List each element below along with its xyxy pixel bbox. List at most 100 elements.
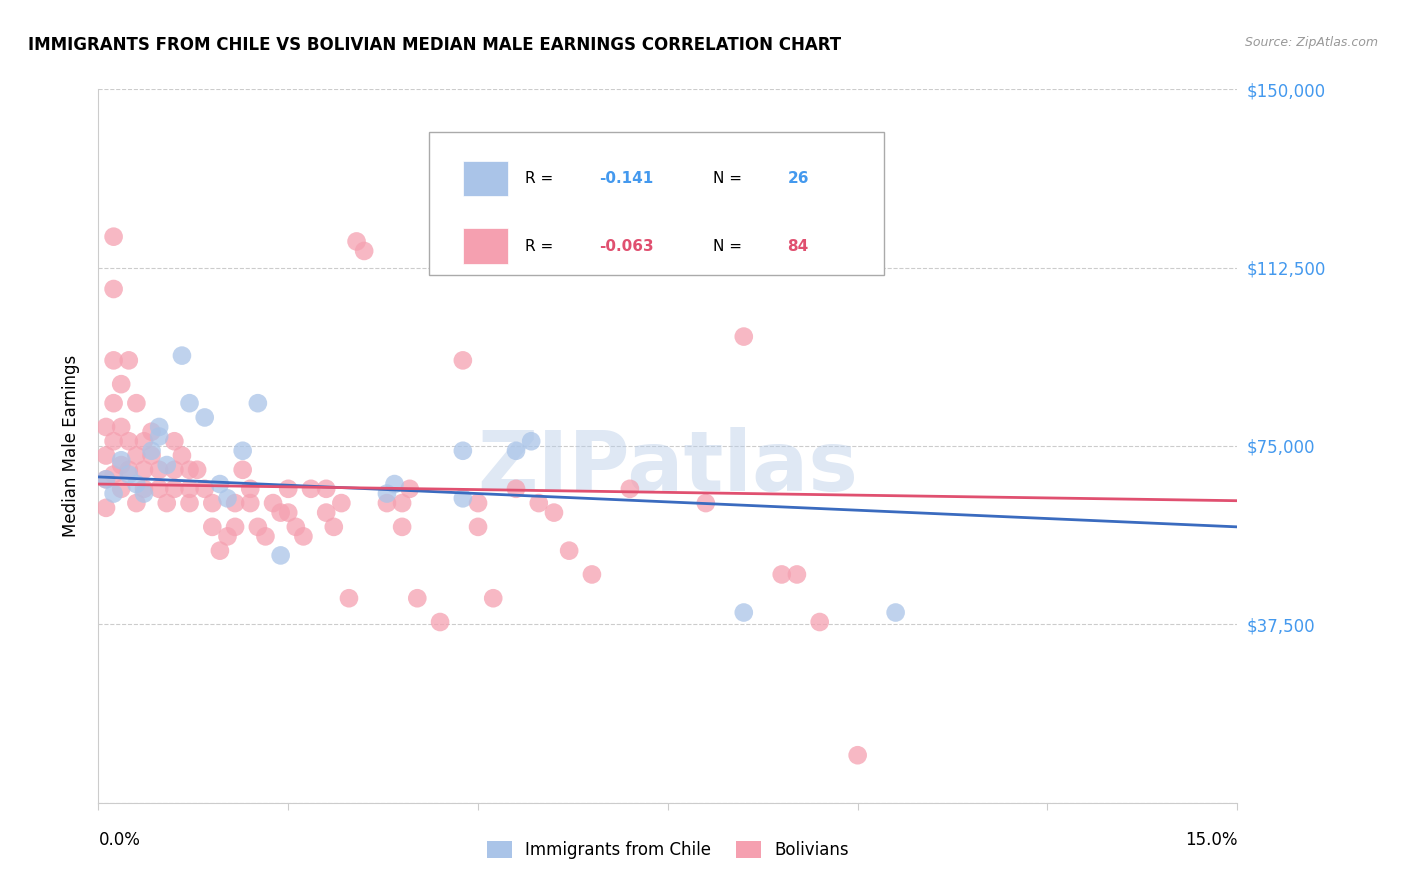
Point <box>270 506 292 520</box>
Point <box>179 482 201 496</box>
Point <box>246 396 269 410</box>
Point <box>103 486 125 500</box>
Point <box>467 520 489 534</box>
Point <box>163 463 186 477</box>
Legend: Immigrants from Chile, Bolivians: Immigrants from Chile, Bolivians <box>479 834 856 866</box>
Text: -0.063: -0.063 <box>599 239 654 253</box>
Point <box>429 615 451 629</box>
Point <box>808 615 831 629</box>
Point <box>770 567 793 582</box>
Point <box>110 453 132 467</box>
Point <box>186 463 208 477</box>
Point <box>201 496 224 510</box>
Point <box>232 463 254 477</box>
Point <box>118 467 141 482</box>
Point <box>246 520 269 534</box>
Point <box>846 748 869 763</box>
Point <box>292 529 315 543</box>
Point <box>262 496 284 510</box>
Point <box>148 482 170 496</box>
Point <box>148 420 170 434</box>
Text: IMMIGRANTS FROM CHILE VS BOLIVIAN MEDIAN MALE EARNINGS CORRELATION CHART: IMMIGRANTS FROM CHILE VS BOLIVIAN MEDIAN… <box>28 36 841 54</box>
Point <box>505 482 527 496</box>
Point <box>733 606 755 620</box>
Point <box>156 458 179 472</box>
Point <box>125 477 148 491</box>
Point <box>217 491 239 506</box>
Point <box>277 506 299 520</box>
Point <box>141 449 163 463</box>
Point <box>118 463 141 477</box>
Point <box>156 496 179 510</box>
Point <box>337 591 360 606</box>
Text: 84: 84 <box>787 239 808 253</box>
Point <box>346 235 368 249</box>
Point <box>103 434 125 449</box>
Text: R =: R = <box>526 239 558 253</box>
Point <box>315 506 337 520</box>
Point <box>398 482 420 496</box>
Point <box>94 449 117 463</box>
Point <box>884 606 907 620</box>
Point <box>110 482 132 496</box>
Point <box>94 420 117 434</box>
Point <box>239 496 262 510</box>
Point <box>451 353 474 368</box>
Point <box>733 329 755 343</box>
Point <box>141 443 163 458</box>
Point <box>619 482 641 496</box>
Point <box>353 244 375 258</box>
Point <box>330 496 353 510</box>
Point <box>467 496 489 510</box>
Point <box>94 472 117 486</box>
Point <box>217 529 239 543</box>
Point <box>520 434 543 449</box>
Text: -0.141: -0.141 <box>599 171 654 186</box>
Point <box>194 410 217 425</box>
Point <box>170 349 193 363</box>
Point <box>94 472 117 486</box>
Point <box>786 567 808 582</box>
Point <box>201 520 224 534</box>
Text: Source: ZipAtlas.com: Source: ZipAtlas.com <box>1244 36 1378 49</box>
Point <box>284 520 307 534</box>
Text: 0.0%: 0.0% <box>98 831 141 849</box>
Point <box>132 482 155 496</box>
Point <box>125 496 148 510</box>
Text: 26: 26 <box>787 171 808 186</box>
Point <box>299 482 322 496</box>
Point <box>94 500 117 515</box>
FancyBboxPatch shape <box>429 132 884 275</box>
Text: N =: N = <box>713 171 747 186</box>
Point <box>110 377 132 392</box>
Point <box>194 482 217 496</box>
Point <box>141 425 163 439</box>
Point <box>581 567 603 582</box>
Point <box>132 434 155 449</box>
Point <box>103 396 125 410</box>
Point <box>224 520 246 534</box>
Point <box>103 353 125 368</box>
Point <box>391 520 413 534</box>
Point <box>132 486 155 500</box>
Point <box>163 434 186 449</box>
Point <box>148 463 170 477</box>
Point <box>208 477 231 491</box>
Point <box>170 449 193 463</box>
Point <box>375 486 398 500</box>
Point <box>103 229 125 244</box>
Point <box>125 396 148 410</box>
Point <box>254 529 277 543</box>
Point <box>543 506 565 520</box>
Point <box>179 463 201 477</box>
Y-axis label: Median Male Earnings: Median Male Earnings <box>62 355 80 537</box>
Point <box>322 520 344 534</box>
Point <box>148 429 170 443</box>
Point <box>239 482 262 496</box>
Point <box>482 591 505 606</box>
Point <box>277 482 299 496</box>
Point <box>179 496 201 510</box>
Point <box>118 434 141 449</box>
Point <box>384 477 406 491</box>
Point <box>232 443 254 458</box>
